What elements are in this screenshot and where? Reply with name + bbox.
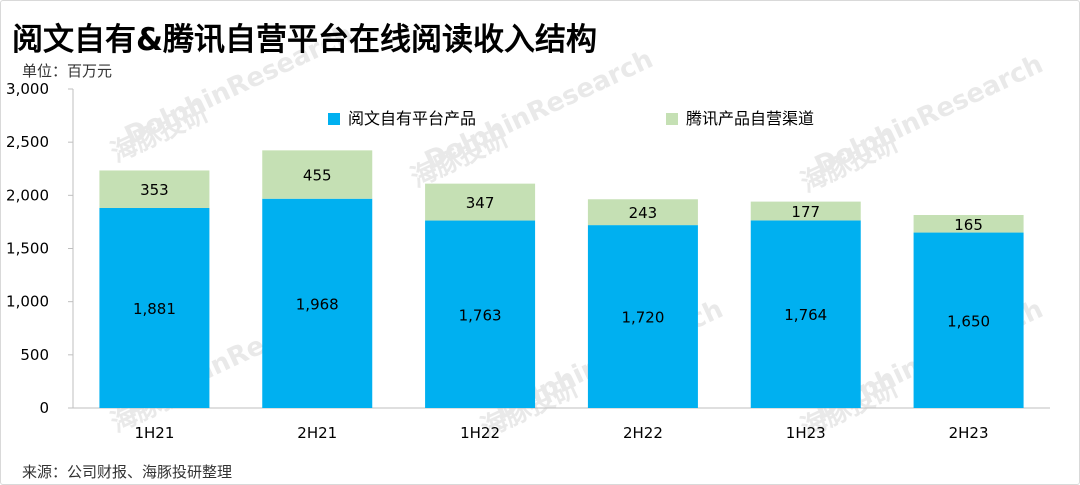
data-label: 1,764 <box>784 306 827 324</box>
data-label: 1,763 <box>459 306 502 324</box>
legend-label: 阅文自有平台产品 <box>348 109 476 128</box>
x-tick-label: 2H22 <box>623 424 663 442</box>
legend-swatch <box>666 113 678 125</box>
bar-segment <box>750 220 861 408</box>
bar-segment <box>587 225 698 408</box>
chart-title: 阅文自有&腾讯自营平台在线阅读收入结构 <box>12 22 598 58</box>
x-tick-label: 2H23 <box>949 424 989 442</box>
x-tick-label: 1H21 <box>134 424 174 442</box>
y-tick-label: 2,000 <box>6 186 49 204</box>
bar-segment <box>913 232 1024 408</box>
bar-segment <box>99 170 210 208</box>
data-label: 177 <box>791 203 820 221</box>
bar-segment <box>262 150 373 199</box>
legend-swatch <box>328 113 340 125</box>
data-label: 1,720 <box>621 309 664 327</box>
data-label: 243 <box>629 204 658 222</box>
bars: 1,881 353 1,968 455 1,763 347 1,720 243 1,764 177… <box>99 150 1024 408</box>
bar-segment <box>425 183 536 221</box>
axes: 0 500 1,000 1,500 2,000 2,500 3,000 1H21 2H21 1H2… <box>6 80 1050 442</box>
unit-label: 单位：百万元 <box>22 62 113 80</box>
y-tick-label: 3,000 <box>6 80 49 98</box>
bar-segment <box>913 215 1024 233</box>
y-tick-label: 1,500 <box>6 240 49 258</box>
y-tick-label: 1,000 <box>6 293 49 311</box>
data-label: 353 <box>140 181 169 199</box>
bar-segment <box>99 207 210 408</box>
data-label: 455 <box>303 167 332 185</box>
data-label: 1,968 <box>296 295 339 313</box>
y-tick-label: 500 <box>20 346 49 364</box>
data-label: 165 <box>954 216 983 234</box>
bar-segment <box>587 199 698 226</box>
source-note: 来源：公司财报、海豚投研整理 <box>22 463 233 481</box>
y-tick-label: 0 <box>39 399 49 417</box>
data-label: 1,881 <box>133 300 176 318</box>
x-tick-label: 1H22 <box>460 424 500 442</box>
data-label: 347 <box>466 194 495 212</box>
legend: 阅文自有平台产品 腾讯产品自营渠道 <box>328 109 814 128</box>
data-label: 1,650 <box>947 312 990 330</box>
bar-segment <box>750 201 861 221</box>
legend-label: 腾讯产品自营渠道 <box>686 109 814 128</box>
x-tick-label: 1H23 <box>786 424 826 442</box>
y-tick-label: 2,500 <box>6 133 49 151</box>
bar-segment <box>425 220 536 408</box>
x-tick-label: 2H21 <box>297 424 337 442</box>
bar-segment <box>262 198 373 408</box>
